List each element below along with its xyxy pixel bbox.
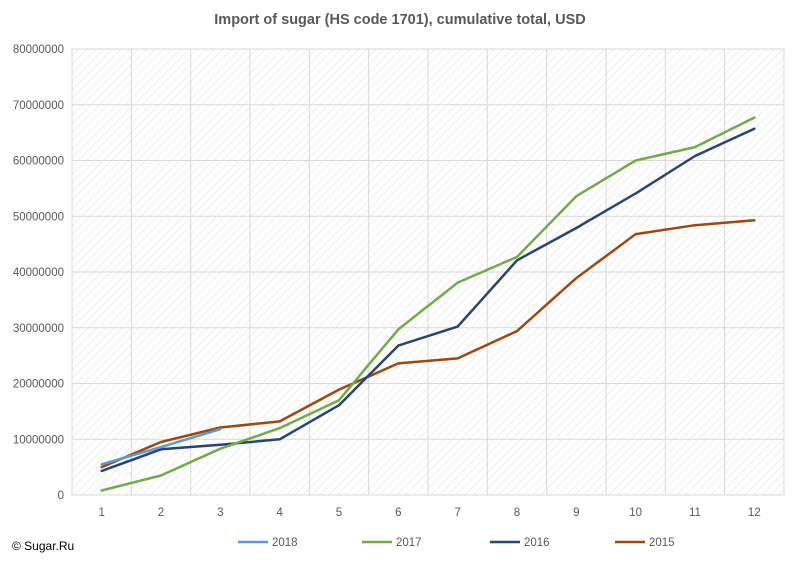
x-tick-label: 9 xyxy=(573,507,579,519)
y-tick-label: 60000000 xyxy=(13,156,64,168)
x-axis-ticks: 1 2 3 4 5 6 7 8 9 10 11 12 xyxy=(98,507,760,519)
x-tick-label: 12 xyxy=(748,507,761,519)
series-lines xyxy=(100,116,756,492)
series-line-2017 xyxy=(100,116,756,492)
copyright-text: © Sugar.Ru xyxy=(12,539,75,553)
y-tick-label: 0 xyxy=(58,490,64,502)
y-tick-label: 40000000 xyxy=(13,267,64,279)
legend: 2018 2017 2016 2015 xyxy=(238,537,675,549)
y-tick-label: 70000000 xyxy=(13,100,64,112)
x-tick-label: 2 xyxy=(158,507,164,519)
y-tick-label: 20000000 xyxy=(13,379,64,391)
y-tick-label: 50000000 xyxy=(13,211,64,223)
legend-label-2017: 2017 xyxy=(396,537,422,549)
y-tick-label: 80000000 xyxy=(13,44,64,56)
x-tick-label: 5 xyxy=(336,507,342,519)
y-tick-label: 30000000 xyxy=(13,323,64,335)
x-tick-label: 3 xyxy=(217,507,223,519)
series-line-2018 xyxy=(100,427,222,466)
series-line-2016 xyxy=(100,127,756,473)
series-line-2015 xyxy=(100,218,756,469)
x-tick-label: 4 xyxy=(276,507,283,519)
x-tick-label: 6 xyxy=(395,507,401,519)
x-tick-label: 11 xyxy=(689,507,701,519)
x-tick-label: 1 xyxy=(98,507,104,519)
legend-label-2016: 2016 xyxy=(524,537,550,549)
x-tick-label: 8 xyxy=(514,507,520,519)
x-tick-label: 7 xyxy=(454,507,460,519)
y-tick-label: 10000000 xyxy=(13,434,64,446)
chart-title: Import of sugar (HS code 1701), cumulati… xyxy=(214,12,585,28)
legend-label-2015: 2015 xyxy=(649,537,675,549)
y-axis-ticks: 0 10000000 20000000 30000000 40000000 5000000… xyxy=(13,44,64,502)
gridlines xyxy=(71,48,785,496)
legend-label-2018: 2018 xyxy=(272,537,298,549)
x-tick-label: 10 xyxy=(629,507,642,519)
